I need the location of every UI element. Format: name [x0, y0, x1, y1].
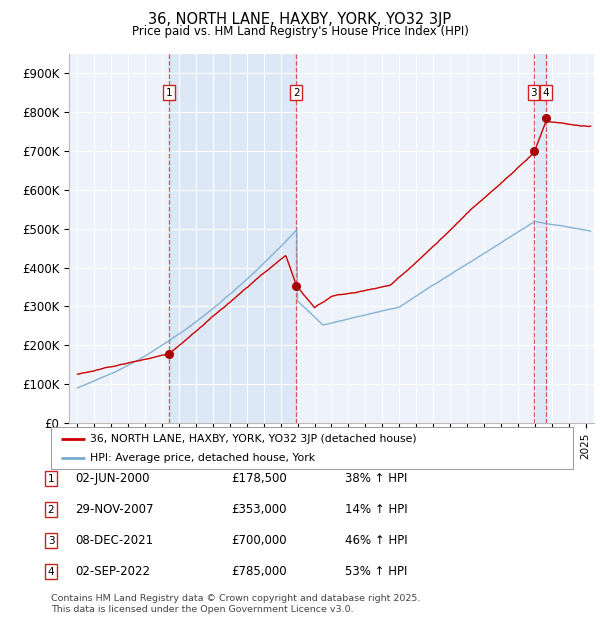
- Text: Contains HM Land Registry data © Crown copyright and database right 2025.
This d: Contains HM Land Registry data © Crown c…: [51, 595, 421, 614]
- Text: 4: 4: [543, 87, 550, 98]
- Text: 3: 3: [530, 87, 537, 98]
- Text: 53% ↑ HPI: 53% ↑ HPI: [345, 565, 407, 578]
- Text: HPI: Average price, detached house, York: HPI: Average price, detached house, York: [90, 453, 315, 463]
- Text: 2: 2: [47, 505, 55, 515]
- Text: £700,000: £700,000: [231, 534, 287, 547]
- Text: 02-SEP-2022: 02-SEP-2022: [75, 565, 150, 578]
- Text: 3: 3: [47, 536, 55, 546]
- Text: 08-DEC-2021: 08-DEC-2021: [75, 534, 153, 547]
- Bar: [169, 54, 296, 423]
- Text: 1: 1: [47, 474, 55, 484]
- Text: 36, NORTH LANE, HAXBY, YORK, YO32 3JP (detached house): 36, NORTH LANE, HAXBY, YORK, YO32 3JP (d…: [90, 433, 417, 443]
- Text: 36, NORTH LANE, HAXBY, YORK, YO32 3JP: 36, NORTH LANE, HAXBY, YORK, YO32 3JP: [148, 12, 452, 27]
- Text: 02-JUN-2000: 02-JUN-2000: [75, 472, 149, 485]
- Text: Price paid vs. HM Land Registry's House Price Index (HPI): Price paid vs. HM Land Registry's House …: [131, 25, 469, 38]
- Text: 29-NOV-2007: 29-NOV-2007: [75, 503, 154, 516]
- Text: 2: 2: [293, 87, 299, 98]
- Text: 46% ↑ HPI: 46% ↑ HPI: [345, 534, 407, 547]
- Text: £785,000: £785,000: [231, 565, 287, 578]
- Text: 1: 1: [166, 87, 173, 98]
- Text: £178,500: £178,500: [231, 472, 287, 485]
- Text: 38% ↑ HPI: 38% ↑ HPI: [345, 472, 407, 485]
- Text: £353,000: £353,000: [231, 503, 287, 516]
- Bar: [533, 54, 546, 423]
- Text: 14% ↑ HPI: 14% ↑ HPI: [345, 503, 407, 516]
- Text: 4: 4: [47, 567, 55, 577]
